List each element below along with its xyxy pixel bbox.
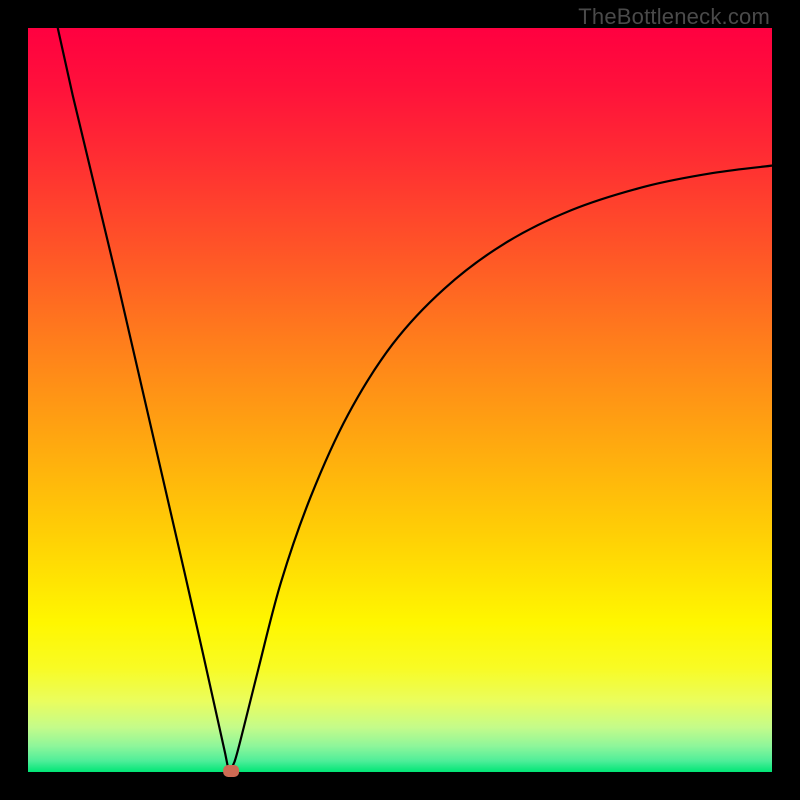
bottleneck-chart [0, 0, 800, 800]
watermark-text: TheBottleneck.com [578, 4, 770, 30]
chart-plot-area [28, 28, 772, 772]
minimum-marker [223, 765, 239, 777]
chart-container: TheBottleneck.com [0, 0, 800, 800]
